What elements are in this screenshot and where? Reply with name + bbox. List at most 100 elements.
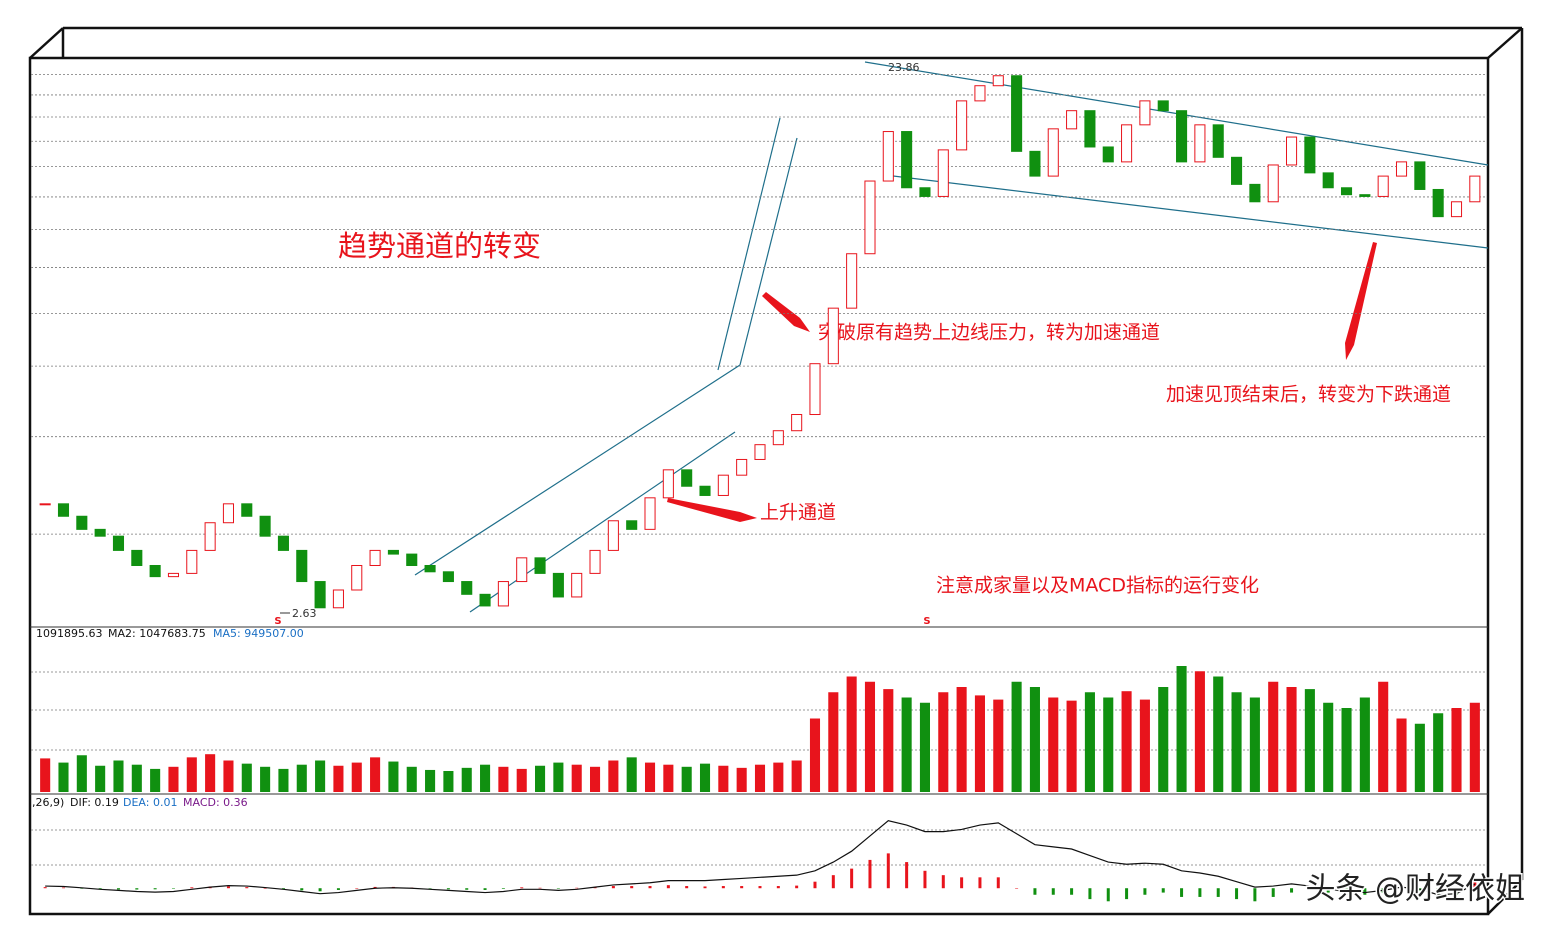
- volume-bar: [1433, 713, 1444, 792]
- candle: [846, 253, 858, 309]
- macd-bar: [1400, 888, 1404, 889]
- volume-bar: [388, 761, 399, 792]
- candle: [1377, 175, 1389, 197]
- macd-bar: [520, 887, 524, 889]
- candle: [1139, 100, 1151, 126]
- candle: [956, 100, 968, 151]
- macd-bar: [538, 887, 542, 889]
- macd-bar: [978, 877, 982, 889]
- macd-bar: [355, 888, 359, 889]
- candle: [662, 469, 674, 499]
- macd-bar: [648, 886, 652, 889]
- macd-bar: [556, 888, 560, 889]
- volume-bar: [974, 695, 985, 792]
- candle: [1066, 110, 1078, 130]
- volume-bar: [1268, 681, 1279, 792]
- volume-bar: [864, 681, 876, 792]
- volume-bar: [1304, 689, 1315, 792]
- candle: [112, 535, 125, 551]
- volume-bar: [718, 765, 729, 792]
- volume-bar: [498, 766, 509, 792]
- candle: [1322, 172, 1334, 189]
- macd-bar: [996, 877, 1000, 889]
- candle: [186, 549, 198, 574]
- candle: [131, 549, 143, 566]
- volume-bar: [1158, 687, 1169, 792]
- candle: [681, 469, 693, 487]
- macd-legend: MACD: 0.36: [183, 796, 248, 809]
- candle: [1304, 136, 1316, 174]
- volume-bar: [241, 763, 252, 792]
- volume-bar: [1139, 699, 1150, 792]
- volume-bar: [40, 758, 51, 792]
- macd-bar: [300, 888, 304, 891]
- volume-bar: [901, 697, 912, 792]
- candle: [1084, 110, 1096, 148]
- volume-bar: [1084, 692, 1095, 792]
- macd-bar: [1161, 888, 1165, 893]
- volume-bar: [1121, 691, 1132, 792]
- volume-bar: [516, 768, 527, 792]
- volume-bar: [333, 765, 344, 792]
- watermark: 头条 @财经依姐: [1305, 872, 1525, 907]
- macd-bar: [373, 886, 377, 889]
- volume-bar: [663, 764, 674, 792]
- macd-legend: ,26,9): [32, 796, 64, 809]
- macd-bar: [1216, 888, 1220, 897]
- macd-bar: [1290, 888, 1294, 893]
- candle: [1340, 187, 1353, 196]
- macd-bar: [813, 881, 817, 889]
- volume-bar: [846, 676, 857, 792]
- candle: [1414, 161, 1426, 190]
- annotation: 注意成家量以及MACD指标的运行变化: [936, 575, 1259, 597]
- volume-bar: [1323, 702, 1334, 792]
- volume-bar: [1341, 708, 1352, 792]
- volume-bar: [553, 762, 564, 792]
- candle: [1176, 110, 1188, 163]
- annotation: 上升通道: [760, 502, 836, 524]
- candle: [1121, 124, 1133, 163]
- dif-line: [45, 820, 1476, 896]
- frame: [28, 26, 1524, 916]
- macd-bar: [43, 887, 47, 889]
- volume-bar: [626, 757, 637, 792]
- macd-bar: [886, 853, 890, 889]
- volume-bar: [186, 757, 197, 792]
- candle: [1231, 156, 1243, 185]
- candle: [626, 520, 638, 530]
- macd-bar: [611, 886, 615, 889]
- macd-bar: [630, 886, 634, 889]
- chart-title: 趋势通道的转变: [338, 229, 541, 263]
- volume-bar: [828, 692, 839, 792]
- candle: [937, 149, 949, 197]
- candle: [461, 581, 473, 595]
- macd-bar: [960, 877, 964, 889]
- candle: [919, 187, 931, 197]
- high-label: 23.86: [888, 61, 920, 74]
- volume-bar: [1011, 681, 1022, 792]
- volume-bar: [223, 760, 234, 792]
- annotation: 加速见顶结束后，转变为下跌通道: [1166, 384, 1451, 406]
- macd-bar: [80, 888, 84, 889]
- volume-bar: [1176, 666, 1187, 792]
- candle: [1011, 75, 1023, 152]
- macd-bar: [831, 875, 835, 889]
- volume-bar: [791, 760, 802, 792]
- candle: [94, 528, 106, 537]
- candle: [1047, 128, 1059, 177]
- macd-bar: [941, 875, 945, 889]
- candle: [736, 458, 748, 476]
- volume-bar: [95, 765, 106, 792]
- macd-bar: [336, 888, 340, 890]
- candle: [1267, 164, 1279, 203]
- volume-legend: MA5: 949507.00: [213, 627, 304, 640]
- volume-bar: [1359, 697, 1370, 792]
- macd-bar: [1308, 888, 1312, 891]
- macd-bar: [263, 888, 267, 889]
- macd-bar: [868, 859, 872, 889]
- candle: [1102, 146, 1114, 163]
- volume-bar: [608, 760, 619, 792]
- macd-bar: [1015, 888, 1019, 889]
- candle: [314, 581, 326, 609]
- candle: [39, 503, 51, 506]
